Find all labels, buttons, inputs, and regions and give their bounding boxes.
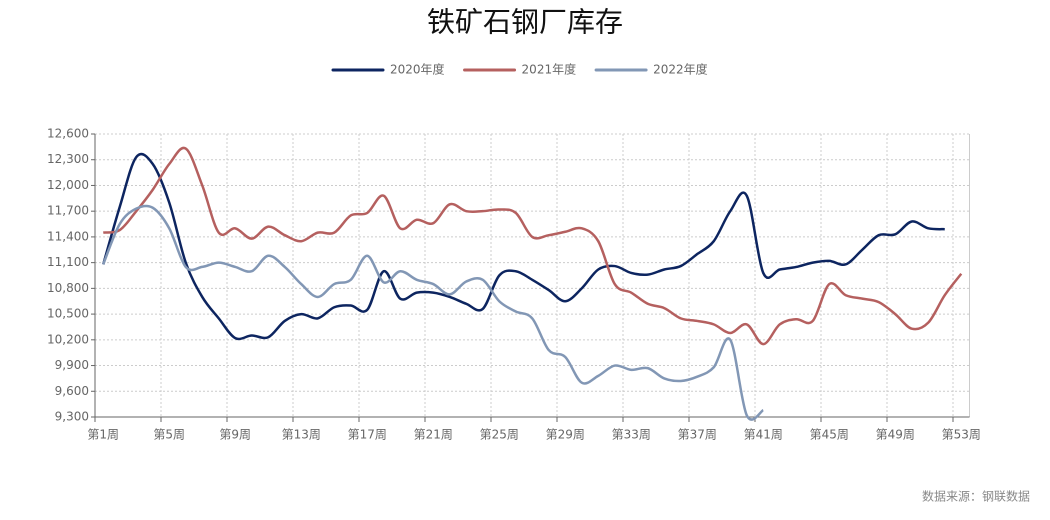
x-tick-label: 第45周 — [810, 428, 849, 442]
x-tick-label: 第1周 — [87, 428, 119, 442]
series-line — [103, 146, 963, 346]
y-tick-label: 10,800 — [47, 281, 89, 295]
x-tick-label: 第53周 — [942, 428, 981, 442]
x-tick-label: 第37周 — [678, 428, 717, 442]
y-tick-label: 11,400 — [47, 229, 89, 243]
source-note: 数据来源：钢联数据 — [922, 489, 1030, 504]
x-tick-label: 第41周 — [744, 428, 783, 442]
y-tick-label: 12,300 — [47, 152, 89, 166]
legend-label: 2021年度 — [522, 62, 577, 77]
y-tick-label: 9,300 — [55, 410, 89, 424]
y-tick-label: 12,600 — [47, 127, 89, 141]
x-tick-label: 第17周 — [348, 428, 387, 442]
x-tick-label: 第13周 — [282, 428, 321, 442]
x-tick-label: 第21周 — [414, 428, 453, 442]
y-tick-label: 10,200 — [47, 332, 89, 346]
y-tick-label: 11,700 — [47, 204, 89, 218]
legend-label: 2020年度 — [390, 62, 445, 77]
y-tick-label: 11,100 — [47, 255, 89, 269]
y-tick-label: 12,000 — [47, 178, 89, 192]
x-tick-label: 第9周 — [219, 428, 251, 442]
x-tick-label: 第5周 — [153, 428, 185, 442]
series-line — [102, 204, 764, 421]
x-tick-label: 第29周 — [546, 428, 585, 442]
x-tick-label: 第25周 — [480, 428, 519, 442]
y-tick-label: 9,600 — [55, 384, 89, 398]
legend-label: 2022年度 — [653, 62, 708, 77]
x-tick-label: 第49周 — [876, 428, 915, 442]
x-tick-label: 第33周 — [612, 428, 651, 442]
chart-title: 铁矿石钢厂库存 — [427, 6, 623, 39]
y-tick-label: 10,500 — [47, 307, 89, 321]
series-line — [102, 152, 945, 341]
y-tick-label: 9,900 — [55, 358, 89, 372]
